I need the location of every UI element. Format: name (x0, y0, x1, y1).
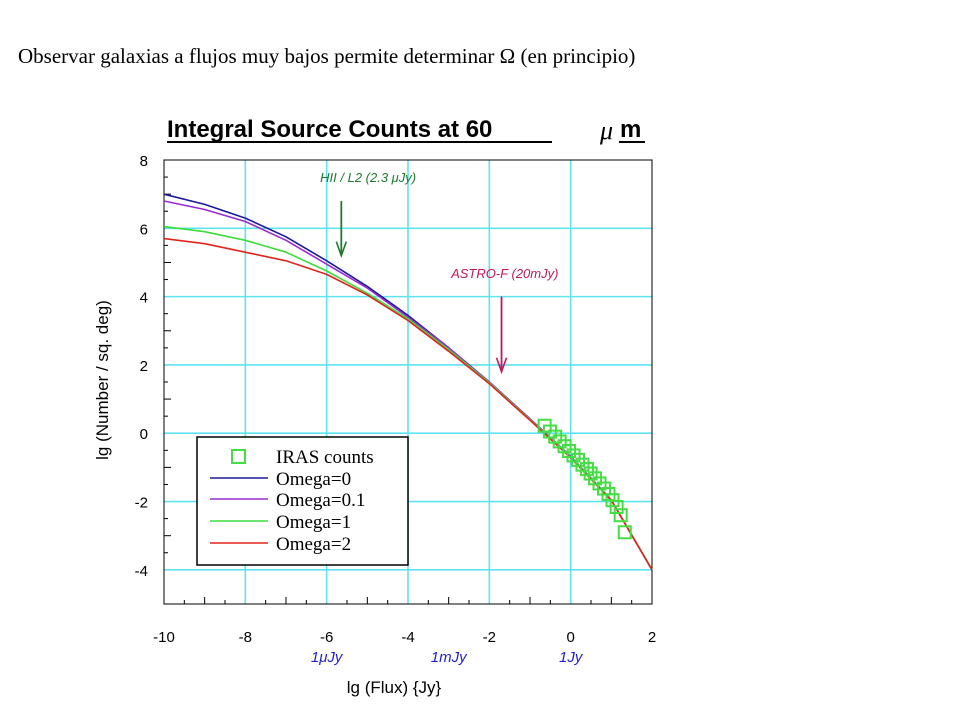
x-tick-label: -2 (483, 629, 496, 646)
x-tick-label: -4 (401, 629, 414, 646)
y-tick-label: 8 (140, 153, 148, 170)
legend-omega1-label: Omega=1 (276, 512, 351, 533)
iras-count-point (552, 434, 567, 449)
chart-title-unit-symbol: μ (599, 116, 613, 145)
y-tick-label: -2 (135, 495, 148, 512)
y-tick-label: 0 (140, 426, 148, 443)
annotation-label-astro-f-20mjy: ASTRO-F (20mJy) (450, 266, 558, 281)
flux-unit-label-1-jy: 1μJy (311, 649, 344, 666)
slide-caption: Observar galaxias a flujos muy bajos per… (18, 44, 636, 68)
iras-count-point (566, 448, 581, 463)
annotations: HII / L2 (2.3 μJy) ASTRO-F (20mJy) (320, 170, 558, 375)
y-tick-label: 4 (140, 290, 148, 307)
legend-omega2-label: Omega=2 (276, 534, 351, 555)
annotation-arrowhead-astro-f-20mjy (495, 357, 508, 375)
x-tick-label: -8 (239, 629, 252, 646)
legend-iras-label: IRAS counts (276, 447, 374, 468)
iras-count-point (548, 429, 563, 444)
iras-count-point (609, 500, 624, 515)
legend-omega01-label: Omega=0.1 (276, 490, 365, 511)
annotation-label-hii-l2-2-3-jy: HII / L2 (2.3 μJy) (320, 170, 416, 185)
x-tick-label: 0 (566, 629, 574, 646)
iras-count-point (562, 443, 577, 458)
y-axis-label: lg (Number / sq. deg) (93, 300, 112, 460)
iras-count-point (570, 452, 585, 467)
flux-unit-label-1jy: 1Jy (559, 649, 584, 666)
iras-count-point (579, 462, 594, 477)
x-tick-label: 2 (648, 629, 656, 646)
iras-count-point (613, 508, 628, 523)
chart-title-unit: m (620, 116, 641, 143)
legend: IRAS counts Omega=0 Omega=0.1 Omega=1 Om… (196, 436, 409, 566)
series-layer (163, 193, 653, 571)
legend-iras-marker (231, 449, 246, 464)
y-tick-label: 2 (140, 358, 148, 375)
iras-count-point (583, 466, 598, 481)
x-axis-label: lg (Flux) {Jy} (347, 678, 442, 697)
annotation-arrowhead-hii-l2-2-3-jy (335, 241, 348, 259)
iras-count-point (557, 439, 572, 454)
tick-labels: -10 -8 -6 -4 -2 0 2 -4 -2 0 2 4 6 8 1μJy 1mJy 1Jy (135, 153, 657, 666)
legend-omega0-label: Omega=0 (276, 469, 351, 490)
x-tick-label: -10 (153, 629, 175, 646)
plot-frame (163, 159, 653, 605)
iras-count-point (617, 525, 632, 540)
iras-count-point (575, 457, 590, 472)
x-tick-label: -6 (320, 629, 333, 646)
y-tick-label: 6 (140, 221, 148, 238)
y-tick-label: -4 (135, 563, 148, 580)
chart-title: Integral Source Counts at 60 (167, 116, 492, 143)
flux-unit-label-1mjy: 1mJy (431, 649, 468, 666)
